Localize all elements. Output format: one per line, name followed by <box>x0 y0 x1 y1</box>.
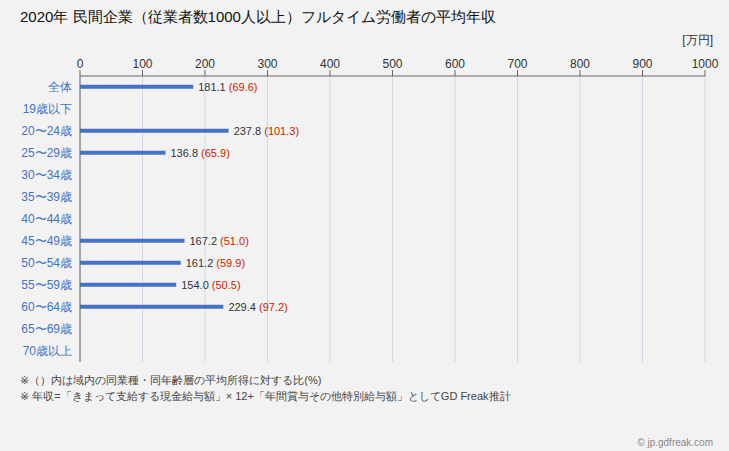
svg-text:35〜39歳: 35〜39歳 <box>21 190 72 204</box>
svg-text:55〜59歳: 55〜59歳 <box>21 278 72 292</box>
svg-text:70歳以上: 70歳以上 <box>23 344 72 358</box>
svg-text:0: 0 <box>77 57 84 71</box>
svg-text:45〜49歳: 45〜49歳 <box>21 234 72 248</box>
svg-text:300: 300 <box>257 57 277 71</box>
svg-text:60〜64歳: 60〜64歳 <box>21 300 72 314</box>
svg-text:65〜69歳: 65〜69歳 <box>21 322 72 336</box>
svg-text:20〜24歳: 20〜24歳 <box>21 124 72 138</box>
svg-text:600: 600 <box>445 57 465 71</box>
svg-text:30〜34歳: 30〜34歳 <box>21 168 72 182</box>
svg-text:229.4 (97.2): 229.4 (97.2) <box>228 301 287 313</box>
svg-text:500: 500 <box>382 57 402 71</box>
svg-text:19歳以下: 19歳以下 <box>23 102 72 116</box>
svg-text:700: 700 <box>507 57 527 71</box>
svg-text:40〜44歳: 40〜44歳 <box>21 212 72 226</box>
svg-text:237.8 (101.3): 237.8 (101.3) <box>234 125 299 137</box>
svg-text:900: 900 <box>632 57 652 71</box>
svg-text:161.2 (59.9): 161.2 (59.9) <box>186 257 245 269</box>
svg-text:154.0 (50.5): 154.0 (50.5) <box>181 279 240 291</box>
svg-text:100: 100 <box>132 57 152 71</box>
html-text:© jp.gdfreak.com: © jp.gdfreak.com <box>637 437 713 448</box>
svg-text:167.2 (51.0): 167.2 (51.0) <box>190 235 249 247</box>
html-text:[万円]: [万円] <box>682 33 713 47</box>
html-text:2020年 民間企業（従業者数1000人以上）フルタイム労働: 2020年 民間企業（従業者数1000人以上）フルタイム労働者の平均年収 <box>20 8 496 25</box>
html-text:※（）内は域内の同業種・同年齢層の平均所得に対する比(%): ※（）内は域内の同業種・同年齢層の平均所得に対する比(%) <box>20 374 322 386</box>
html-text:※ 年収=「きまって支給する現金給与額」× 12+「年間賞与: ※ 年収=「きまって支給する現金給与額」× 12+「年間賞与その他特別給与額」と… <box>20 390 511 402</box>
svg-text:25〜29歳: 25〜29歳 <box>21 146 72 160</box>
svg-text:200: 200 <box>195 57 215 71</box>
svg-text:50〜54歳: 50〜54歳 <box>21 256 72 270</box>
svg-text:136.8 (65.9): 136.8 (65.9) <box>171 147 230 159</box>
svg-text:800: 800 <box>570 57 590 71</box>
svg-text:1000: 1000 <box>692 57 719 71</box>
svg-text:181.1 (69.6): 181.1 (69.6) <box>198 81 257 93</box>
svg-text:400: 400 <box>320 57 340 71</box>
svg-text:全体: 全体 <box>48 80 72 94</box>
